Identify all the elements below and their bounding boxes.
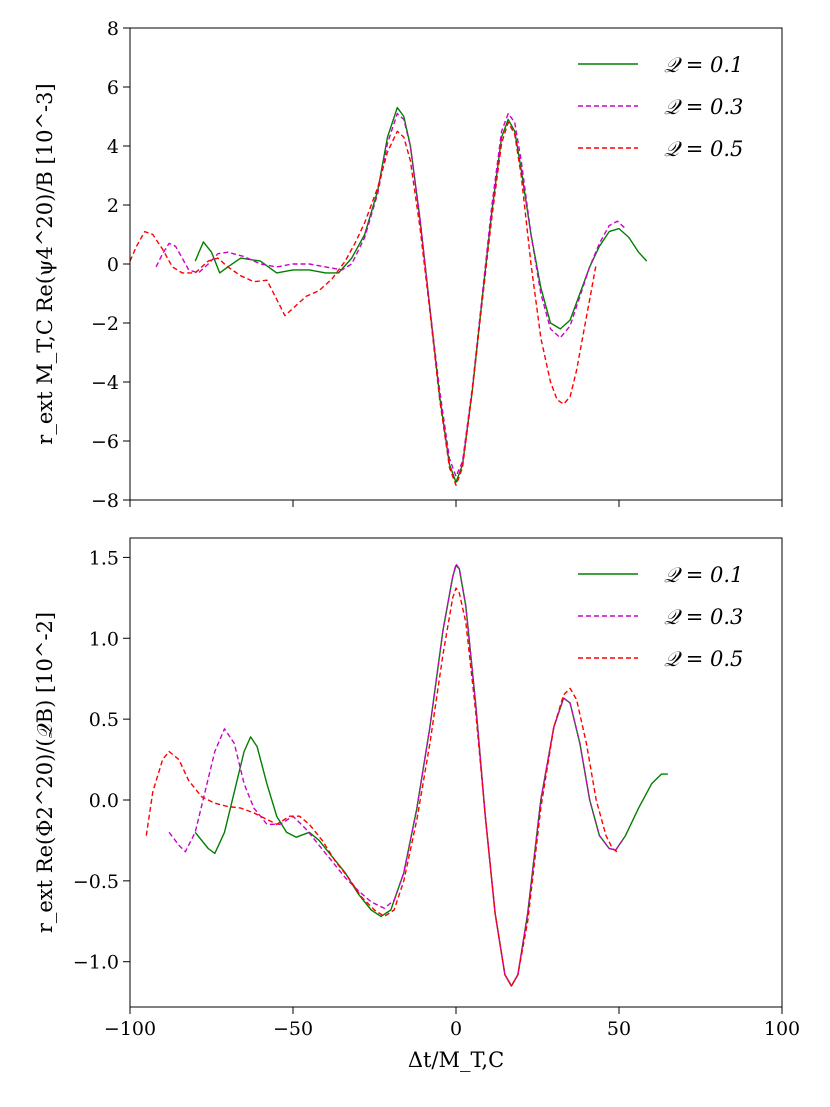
legend-label: 𝒬 = 0.3 — [664, 605, 743, 629]
top-panel: −8 −6 −4 −2 0 2 4 6 8 𝒬 = 0.1 𝒬 = 0.3 𝒬 = 0.5 r_ex… — [33, 18, 783, 512]
y-tick-label: −0.5 — [73, 871, 119, 893]
bottom-panel-series — [145, 563, 668, 987]
y-tick-label: 2 — [107, 195, 119, 217]
y-tick-label: 0.5 — [89, 709, 119, 731]
legend-label: 𝒬 = 0.3 — [664, 95, 743, 119]
y-tick-label: 0.0 — [89, 790, 119, 812]
x-tick-label: −100 — [104, 1018, 156, 1040]
bottom-panel-legend: 𝒬 = 0.1 𝒬 = 0.3 𝒬 = 0.5 — [578, 563, 743, 671]
top-panel-ylabel: r_ext M_T,C Re(ψ4^20)/B [10^-3] — [33, 83, 57, 444]
y-tick-label: 1.0 — [89, 628, 119, 650]
legend-label: 𝒬 = 0.1 — [664, 563, 743, 587]
x-tick-label: 0 — [450, 1018, 462, 1040]
y-tick-label: 4 — [107, 136, 119, 158]
bottom-panel: −100 −50 0 50 100 −1.0 −0.5 0.0 0.5 1.0 1.5 𝒬 = 0.… — [33, 537, 800, 1072]
legend-label: 𝒬 = 0.1 — [664, 53, 743, 77]
y-tick-label: 6 — [107, 77, 119, 99]
bottom-panel-ticks: −100 −50 0 50 100 −1.0 −0.5 0.0 0.5 1.0 1.5 — [73, 547, 800, 1040]
series-line-1 — [194, 564, 668, 987]
series-line-3 — [145, 587, 620, 987]
top-panel-ticks: −8 −6 −4 −2 0 2 4 6 8 — [91, 18, 783, 512]
legend-label: 𝒬 = 0.5 — [664, 137, 743, 161]
y-tick-label: −2 — [91, 313, 119, 335]
x-tick-label: 50 — [607, 1018, 631, 1040]
bottom-panel-ylabel: r_ext Re(Φ2^20)/(𝒬B) [10^-2] — [33, 612, 57, 933]
y-tick-label: −4 — [91, 372, 119, 394]
y-tick-label: −1.0 — [73, 952, 119, 974]
top-panel-legend: 𝒬 = 0.1 𝒬 = 0.3 𝒬 = 0.5 — [578, 53, 743, 161]
series-line-2 — [155, 112, 626, 478]
x-tick-label: −50 — [273, 1018, 313, 1040]
series-line-1 — [194, 106, 648, 483]
legend-label: 𝒬 = 0.5 — [664, 647, 743, 671]
x-tick-label: 100 — [764, 1018, 800, 1040]
bottom-panel-xlabel: Δt/M_T,C — [408, 1048, 504, 1072]
y-tick-label: 8 — [107, 18, 119, 40]
y-tick-label: −6 — [91, 431, 119, 453]
y-tick-label: 0 — [107, 254, 119, 276]
top-panel-series — [129, 106, 648, 486]
series-line-3 — [129, 121, 597, 486]
series-line-2 — [168, 563, 623, 987]
y-tick-label: 1.5 — [89, 547, 119, 569]
y-tick-label: −8 — [91, 490, 119, 512]
